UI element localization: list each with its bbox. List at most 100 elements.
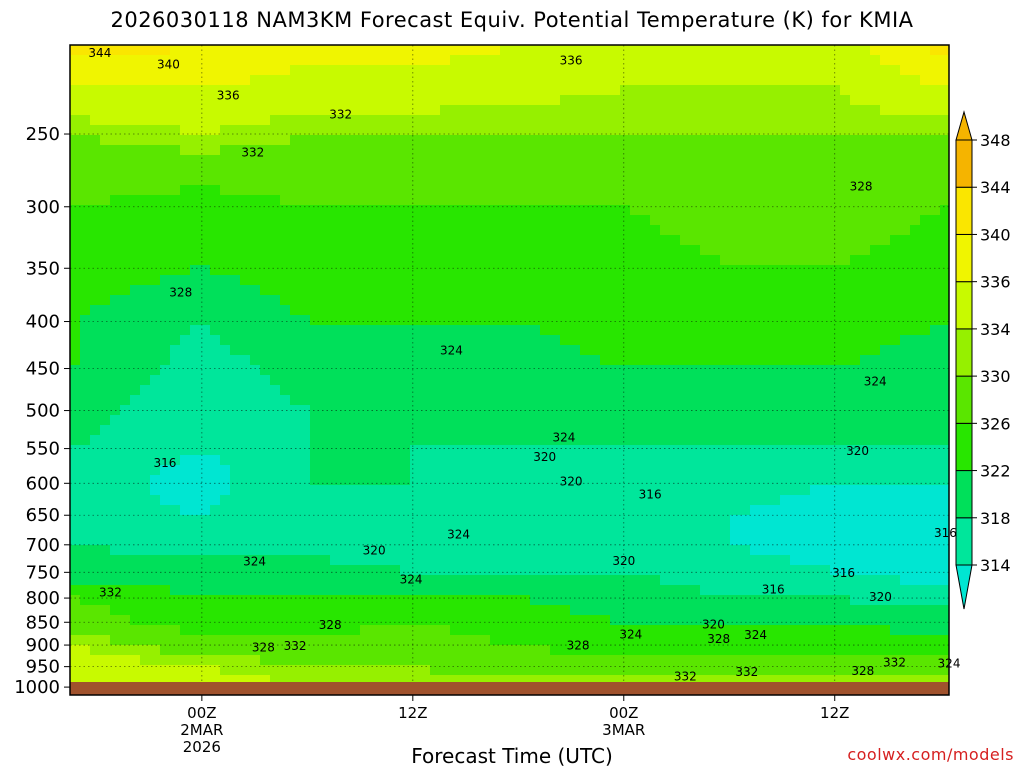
heatmap-cell <box>360 165 371 176</box>
heatmap-cell <box>120 115 131 126</box>
heatmap-cell <box>690 45 701 56</box>
heatmap-cell <box>870 205 881 216</box>
heatmap-cell <box>800 235 811 246</box>
heatmap-cell <box>730 75 741 86</box>
heatmap-cell <box>540 335 551 346</box>
heatmap-cell <box>800 75 811 86</box>
heatmap-cell <box>940 235 949 246</box>
heatmap-cell <box>300 385 311 396</box>
heatmap-cell <box>720 105 731 116</box>
heatmap-cell <box>220 45 231 56</box>
heatmap-cell <box>270 255 281 266</box>
heatmap-cell <box>930 175 941 186</box>
heatmap-cell <box>510 165 521 176</box>
heatmap-cell <box>230 605 241 616</box>
heatmap-cell <box>700 395 711 406</box>
heatmap-cell <box>670 295 681 306</box>
heatmap-cell <box>840 275 851 286</box>
heatmap-cell <box>540 235 551 246</box>
heatmap-cell <box>940 115 949 126</box>
heatmap-cell <box>670 205 681 216</box>
heatmap-cell <box>940 525 949 536</box>
heatmap-cell <box>240 185 251 196</box>
heatmap-cell <box>450 315 461 326</box>
heatmap-cell <box>460 315 471 326</box>
heatmap-cell <box>440 145 451 156</box>
heatmap-cell <box>700 155 711 166</box>
heatmap-cell <box>630 345 641 356</box>
heatmap-cell <box>650 235 661 246</box>
heatmap-cell <box>520 315 531 326</box>
heatmap-cell <box>480 265 491 276</box>
heatmap-cell <box>540 435 551 446</box>
heatmap-cell <box>820 235 831 246</box>
heatmap-cell <box>150 505 161 516</box>
heatmap-cell <box>430 55 441 66</box>
heatmap-cell <box>590 355 601 366</box>
heatmap-cell <box>770 215 781 226</box>
heatmap-cell <box>460 165 471 176</box>
heatmap-cell <box>290 255 301 266</box>
heatmap-cell <box>910 345 921 356</box>
heatmap-cell <box>100 495 111 506</box>
heatmap-cell <box>360 175 371 186</box>
heatmap-cell <box>340 195 351 206</box>
heatmap-cell <box>610 535 621 546</box>
heatmap-cell <box>810 275 821 286</box>
heatmap-cell <box>830 565 841 576</box>
heatmap-cell <box>820 475 831 486</box>
heatmap-cell <box>530 195 541 206</box>
heatmap-cell <box>750 135 761 146</box>
heatmap-cell <box>560 115 571 126</box>
heatmap-cell <box>360 155 371 166</box>
heatmap-cell <box>690 435 701 446</box>
heatmap-cell <box>680 315 691 326</box>
heatmap-cell <box>580 145 591 156</box>
heatmap-cell <box>190 545 201 556</box>
heatmap-cell <box>710 155 721 166</box>
heatmap-cell <box>650 505 661 516</box>
heatmap-cell <box>130 515 141 526</box>
heatmap-cell <box>600 315 611 326</box>
heatmap-cell <box>270 385 281 396</box>
heatmap-cell <box>330 195 341 206</box>
heatmap-cell <box>360 345 371 356</box>
heatmap-cell <box>110 295 121 306</box>
heatmap-cell <box>570 495 581 506</box>
heatmap-cell <box>470 65 481 76</box>
heatmap-cell <box>270 475 281 486</box>
heatmap-cell <box>640 605 651 616</box>
heatmap-cell <box>690 585 701 596</box>
heatmap-cell <box>720 215 731 226</box>
heatmap-cell <box>720 385 731 396</box>
heatmap-cell <box>550 385 561 396</box>
heatmap-cell <box>80 165 91 176</box>
heatmap-cell <box>500 85 511 96</box>
heatmap-cell <box>650 465 661 476</box>
heatmap-cell <box>660 355 671 366</box>
heatmap-cell <box>320 275 331 286</box>
heatmap-cell <box>300 185 311 196</box>
heatmap-cell <box>690 75 701 86</box>
heatmap-cell <box>910 85 921 96</box>
heatmap-cell <box>80 465 91 476</box>
heatmap-cell <box>160 335 171 346</box>
heatmap-cell <box>500 585 511 596</box>
heatmap-cell <box>460 595 471 606</box>
heatmap-cell <box>710 495 721 506</box>
heatmap-cell <box>470 315 481 326</box>
heatmap-cell <box>250 585 261 596</box>
heatmap-cell <box>580 55 591 66</box>
heatmap-cell <box>530 115 541 126</box>
heatmap-cell <box>550 445 561 456</box>
heatmap-cell <box>400 135 411 146</box>
heatmap-cell <box>600 575 611 586</box>
heatmap-cell <box>600 175 611 186</box>
heatmap-cell <box>820 265 831 276</box>
heatmap-cell <box>900 255 911 266</box>
heatmap-cell <box>710 335 721 346</box>
heatmap-cell <box>720 145 731 156</box>
heatmap-cell <box>340 205 351 216</box>
heatmap-cell <box>410 165 421 176</box>
heatmap-cell <box>710 385 721 396</box>
